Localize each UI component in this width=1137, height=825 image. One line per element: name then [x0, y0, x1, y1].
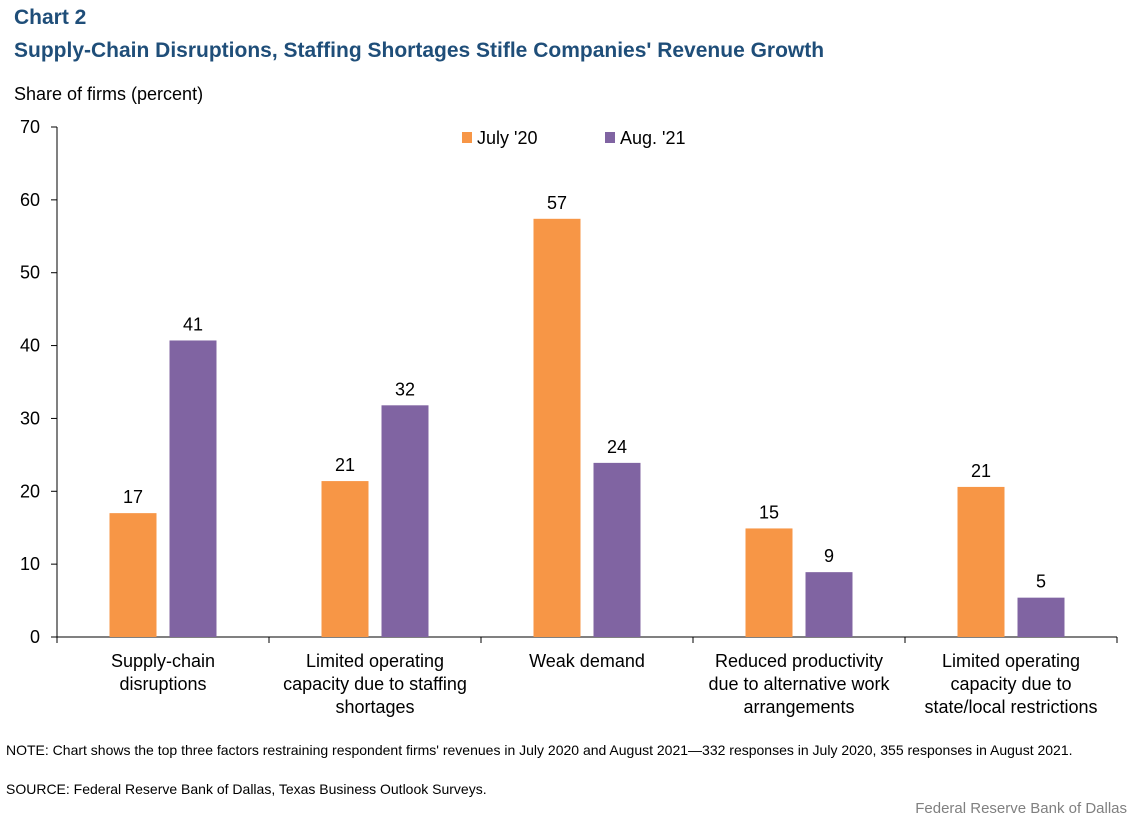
x-category-label: Weak demand [529, 651, 645, 671]
data-label: 32 [395, 379, 415, 399]
x-category-label-line: Supply-chain [111, 651, 215, 671]
chart-label: Chart 2 [14, 6, 87, 29]
x-category-label-line: shortages [335, 697, 414, 717]
data-label: 57 [547, 193, 567, 213]
y-tick-label: 50 [20, 263, 40, 283]
bar [169, 340, 217, 637]
legend-label: Aug. '21 [620, 128, 686, 148]
x-category-label-line: Limited operating [306, 651, 444, 671]
x-category-label: Reduced productivity due to alternative w… [708, 651, 890, 717]
data-label: 5 [1036, 572, 1046, 592]
bar [805, 572, 853, 637]
data-label: 41 [183, 314, 203, 334]
bar [533, 218, 581, 638]
bar-chart: 0 10 20 30 40 50 60 70 17 41 Supply-chain disruptio… [20, 117, 1118, 717]
x-category-label-line: capacity due to [950, 674, 1071, 694]
y-tick-label: 0 [30, 627, 40, 647]
x-category-label-line: due to alternative work [708, 674, 890, 694]
x-category-label: Limited operating capacity due to staffin… [283, 651, 467, 717]
bar [593, 462, 641, 637]
x-category-label-line: capacity due to staffing [283, 674, 467, 694]
legend-swatch [605, 132, 615, 143]
y-axis-label: Share of firms (percent) [14, 84, 204, 104]
y-tick-label: 10 [20, 554, 40, 574]
chart-title: Supply-Chain Disruptions, Staffing Short… [14, 39, 825, 62]
data-label: 17 [123, 487, 143, 507]
y-tick-label: 40 [20, 336, 40, 356]
x-category-label-line: state/local restrictions [924, 697, 1097, 717]
data-label: 21 [971, 461, 991, 481]
bar [957, 486, 1005, 637]
bar [321, 481, 369, 637]
x-category-label-line: Reduced productivity [715, 651, 883, 671]
bar [381, 405, 429, 637]
x-category-label-line: arrangements [743, 697, 854, 717]
credit-text: Federal Reserve Bank of Dallas [915, 800, 1127, 817]
chart-source: SOURCE: Federal Reserve Bank of Dallas, … [6, 781, 487, 797]
bar [1017, 597, 1065, 637]
data-label: 21 [335, 455, 355, 475]
x-category-label-line: Weak demand [529, 651, 645, 671]
y-tick-label: 30 [20, 408, 40, 428]
x-category-label: Limited operating capacity due to state/lo… [924, 651, 1097, 717]
x-category-label-line: Limited operating [942, 651, 1080, 671]
legend-swatch [462, 132, 472, 143]
y-tick-label: 70 [20, 117, 40, 137]
data-label: 9 [824, 546, 834, 566]
x-category-label: Supply-chain disruptions [111, 651, 215, 694]
bar [745, 528, 793, 637]
y-tick-label: 20 [20, 481, 40, 501]
chart-note: NOTE: Chart shows the top three factors … [6, 742, 1073, 758]
data-label: 15 [759, 502, 779, 522]
data-label: 24 [607, 437, 627, 457]
y-tick-label: 60 [20, 190, 40, 210]
x-category-label-line: disruptions [119, 674, 206, 694]
bar [109, 513, 157, 637]
legend-label: July '20 [477, 128, 537, 148]
